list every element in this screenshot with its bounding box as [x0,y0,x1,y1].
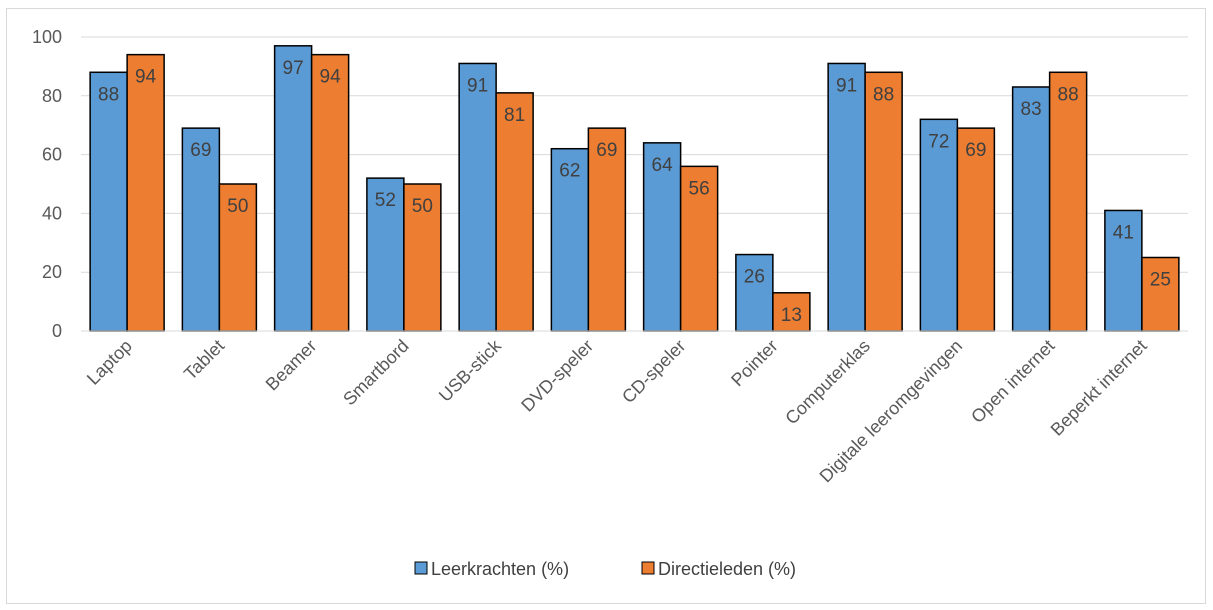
legend-label: Leerkrachten (%) [431,559,569,579]
data-label: 91 [836,75,857,96]
data-label: 26 [744,267,765,288]
data-label: 50 [412,196,433,217]
data-label: 25 [1150,270,1171,291]
bar-directieleden [495,92,534,332]
bar-leerkrachten [827,62,866,332]
y-tick-label: 100 [32,27,62,47]
y-tick-label: 0 [52,321,62,341]
x-axis: Laptop Tablet Beamer Smartbord USB-stick DVD-… [81,330,1188,486]
y-axis: 0 20 40 60 80 100 [32,27,62,341]
data-label: 81 [504,105,525,126]
bar-leerkrachten [89,71,128,332]
bars [89,45,1180,332]
bar-directieleden [956,127,996,332]
x-tick-label: Beamer [262,336,321,395]
y-tick-label: 80 [42,86,62,106]
data-label: 97 [283,58,304,79]
bar-leerkrachten [458,62,497,332]
data-label: 88 [873,84,894,105]
y-tick-label: 20 [42,262,62,282]
bar-directieleden [403,183,442,332]
x-tick-label: DVD-speler [517,336,597,416]
x-tick-label: Smartbord [339,336,413,410]
data-label: 50 [227,196,248,217]
data-label: 64 [652,155,674,176]
bar-directieleden [1141,256,1180,332]
y-tick-label: 60 [42,145,62,165]
data-label: 72 [928,131,949,152]
bar-directieleden [218,183,258,332]
bar-leerkrachten [1011,86,1051,332]
data-label: 69 [596,140,617,161]
data-label: 88 [98,84,119,105]
data-label: 52 [375,190,396,211]
legend: Leerkrachten (%) Directieleden (%) [414,559,796,579]
x-tick-label: Computerklas [781,336,874,429]
x-tick-label: Open internet [967,336,1058,427]
legend-swatch [414,561,428,575]
bar-directieleden [587,127,627,332]
data-label: 94 [320,67,342,88]
data-label: 41 [1113,222,1134,243]
data-label: 62 [559,161,580,182]
data-label: 69 [965,140,986,161]
x-tick-label: Tablet [180,336,228,384]
data-label: 69 [190,140,211,161]
data-label: 88 [1058,84,1079,105]
bar-directieleden [1048,71,1088,332]
data-label: 83 [1021,99,1042,120]
y-tick-label: 40 [42,203,62,223]
x-tick-label: Pointer [727,336,781,390]
x-tick-label: Beperkt internet [1047,336,1151,440]
data-labels: 88 94 69 50 97 94 52 50 91 81 62 69 64 56 26 13 91 88 72 69… [98,58,1171,326]
x-tick-label: Laptop [83,336,136,389]
x-tick-label: USB-stick [435,335,506,406]
bar-leerkrachten [273,45,313,332]
data-label: 13 [781,305,802,326]
legend-label: Directieleden (%) [658,559,796,579]
data-label: 56 [689,178,710,199]
data-label: 91 [467,75,488,96]
bar-directieleden [310,53,350,332]
bar-directieleden [126,53,165,332]
x-tick-label: CD-speler [618,336,689,407]
legend-swatch [641,561,655,575]
data-label: 94 [135,67,157,88]
gridlines [81,36,1188,273]
bar-directieleden [679,165,719,332]
bar-directieleden [864,71,903,332]
bar-directieleden [772,292,811,332]
